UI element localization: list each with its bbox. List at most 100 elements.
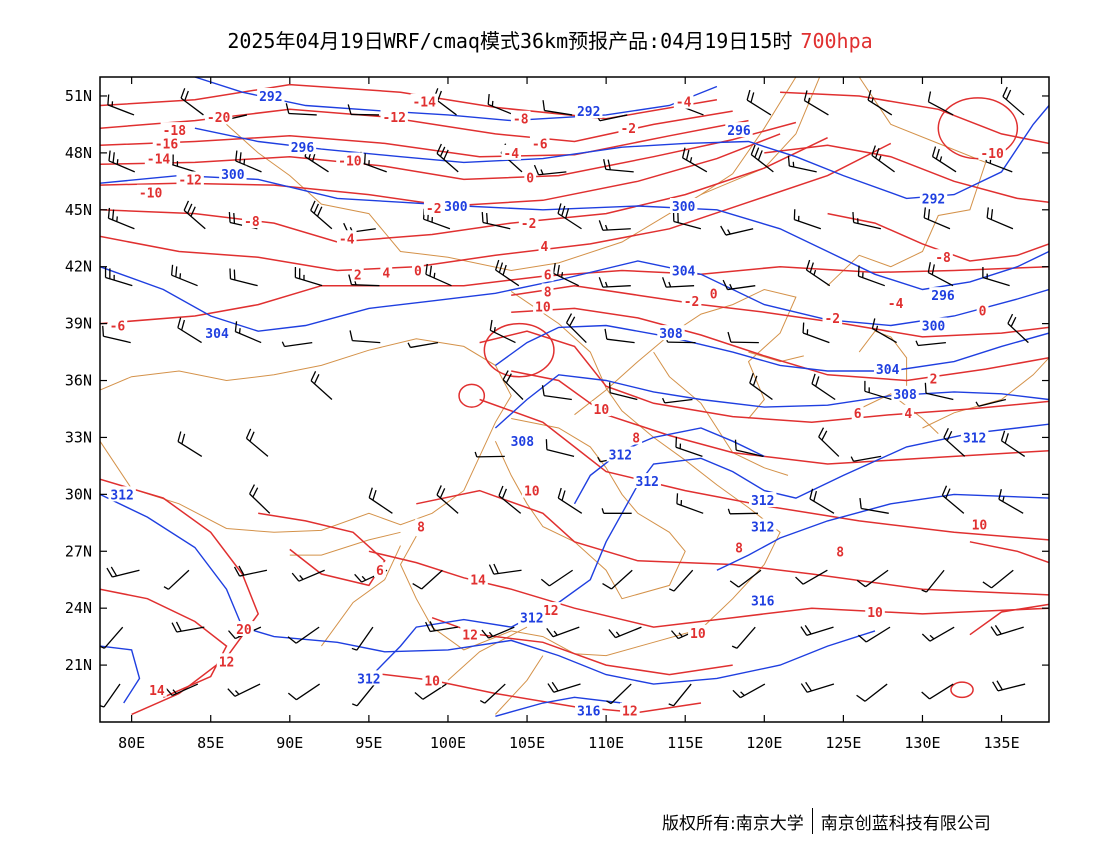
wind-barb — [104, 267, 133, 287]
temperature-label: -16 — [155, 137, 179, 152]
temperature-label: -10 — [980, 147, 1004, 162]
wind-barb — [800, 681, 835, 693]
geopotential-label: 292 — [259, 90, 282, 105]
wind-barb — [1007, 313, 1029, 344]
temperature-label-bg — [541, 283, 554, 299]
temperature-label: -2 — [620, 122, 636, 137]
wind-barb — [852, 212, 882, 230]
geopotential-label-bg — [633, 473, 661, 489]
wind-barb — [864, 380, 892, 401]
geopotential-isoline — [494, 324, 1049, 372]
temperature-label-bg — [927, 370, 940, 386]
wind-barb — [351, 683, 376, 707]
wind-barb — [108, 150, 136, 173]
geopotential-isoline — [100, 645, 141, 704]
geopotential-label-bg — [606, 446, 635, 462]
wind-barb — [720, 225, 754, 236]
wind-barb — [746, 89, 772, 116]
wind-barb — [924, 382, 954, 401]
geopotential-label-bg — [355, 670, 383, 686]
wind-barb — [183, 200, 206, 230]
temperature-label-bg — [423, 199, 444, 215]
temperature-label: 8 — [836, 545, 844, 560]
temperature-label: -20 — [207, 111, 231, 126]
temperature-isoline — [511, 307, 1049, 382]
temperature-label: -2 — [684, 295, 700, 310]
temperature-label: -8 — [513, 113, 529, 128]
temperature-isoline — [511, 370, 1049, 465]
temperature-isoline — [969, 603, 1049, 636]
copyright-company: 南京创蓝科技有限公司 — [820, 813, 991, 834]
temperature-label-bg — [733, 539, 745, 555]
temperature-label: 10 — [690, 627, 706, 642]
temperature-label: -18 — [163, 124, 187, 139]
temperature-label: 4 — [541, 240, 549, 255]
temperature-label-bg — [885, 294, 906, 310]
wind-barb — [177, 431, 203, 457]
wind-barb — [1002, 86, 1025, 116]
temperature-isoline — [100, 133, 781, 207]
wind-barb — [487, 93, 515, 116]
wind-barb — [294, 267, 323, 287]
geopotential-label-bg — [749, 492, 777, 508]
temperature-label: 12 — [219, 655, 235, 670]
wind-barb — [941, 485, 965, 514]
wind-barb — [102, 325, 131, 344]
wind-barb — [805, 259, 831, 287]
temperature-isoline — [100, 588, 228, 698]
temperature-label: 14 — [470, 574, 486, 589]
temperature-label-bg — [501, 144, 522, 160]
wind-barb — [732, 683, 766, 699]
footer-divider — [811, 808, 813, 834]
lat-tick-label: 48N — [65, 144, 92, 162]
wind-barb — [414, 683, 447, 700]
wind-barb — [541, 385, 572, 401]
temperature-label-bg — [216, 653, 237, 669]
temperature-label-bg — [336, 230, 357, 246]
temperature-closed-contour — [458, 383, 486, 408]
temperature-label-bg — [152, 135, 181, 151]
temperature-label-bg — [688, 624, 708, 640]
wind-barb — [931, 146, 957, 173]
geopotential-label: 312 — [636, 475, 659, 490]
wind-barb — [975, 398, 1007, 407]
temperature-label: -4 — [676, 96, 692, 111]
lon-tick-label: 95E — [355, 734, 382, 752]
wind-barb — [871, 145, 895, 173]
geopotential-label-bg — [919, 190, 948, 206]
wind-barb — [982, 267, 1010, 287]
temperature-isoline — [100, 121, 797, 181]
geopotential-isoline — [716, 493, 1049, 571]
wind-barb — [557, 487, 583, 514]
boundary-line — [858, 330, 908, 396]
wind-barb — [856, 569, 889, 588]
wind-barb — [982, 569, 1014, 589]
lat-tick-label: 33N — [65, 428, 92, 446]
geopotential-label-bg — [219, 165, 247, 181]
lon-tick-label: 125E — [825, 734, 861, 752]
lat-tick-label: 30N — [65, 485, 92, 503]
wind-barb — [310, 371, 333, 400]
temperature-label-bg — [136, 184, 165, 200]
temperature-label: 20 — [236, 623, 252, 638]
temperature-label-bg — [460, 626, 480, 642]
lon-tick-label: 110E — [588, 734, 624, 752]
geopotential-isoline — [100, 174, 1049, 291]
wind-barb — [287, 626, 320, 644]
temperature-label: 12 — [462, 629, 478, 644]
geopotential-label-bg — [749, 518, 777, 534]
temperature-label-bg — [510, 110, 531, 126]
axis-ticks: 80E 85E 90E 95E 100E 105E 110E 115E 120E 125E 130E… — [65, 77, 1049, 752]
temperature-label: -8 — [935, 251, 951, 266]
temperature-label: 2 — [354, 268, 362, 283]
wind-barb — [606, 683, 632, 705]
geopotential-label: 292 — [922, 192, 945, 207]
temperature-label-bg — [160, 122, 189, 138]
geopotential-label-bg — [657, 325, 685, 341]
geopotential-label-bg — [669, 198, 698, 213]
temperature-label: -6 — [110, 320, 126, 335]
wind-barb — [481, 212, 511, 230]
wind-barb — [291, 569, 325, 582]
wind-barb — [540, 569, 573, 587]
temperature-label: -2 — [521, 217, 537, 232]
